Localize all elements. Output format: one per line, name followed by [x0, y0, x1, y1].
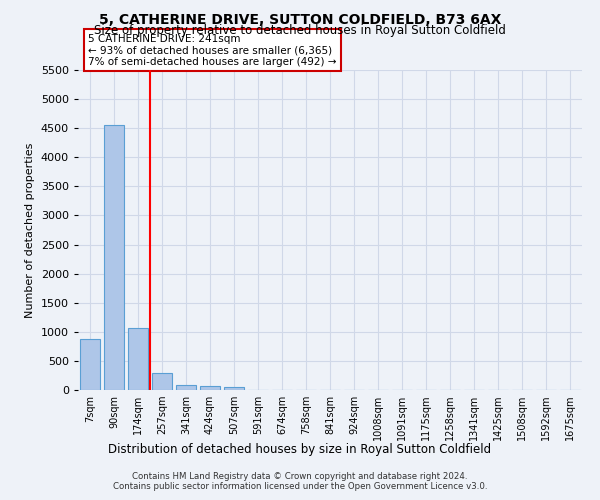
Bar — [152, 373, 172, 390]
Bar — [176, 386, 196, 390]
Text: Distribution of detached houses by size in Royal Sutton Coldfield: Distribution of detached houses by size … — [109, 442, 491, 456]
Bar — [104, 126, 124, 390]
Text: 5 CATHERINE DRIVE: 241sqm
← 93% of detached houses are smaller (6,365)
7% of sem: 5 CATHERINE DRIVE: 241sqm ← 93% of detac… — [88, 34, 337, 67]
Bar — [128, 328, 148, 390]
Text: 5, CATHERINE DRIVE, SUTTON COLDFIELD, B73 6AX: 5, CATHERINE DRIVE, SUTTON COLDFIELD, B7… — [99, 12, 501, 26]
Y-axis label: Number of detached properties: Number of detached properties — [25, 142, 35, 318]
Bar — [80, 339, 100, 390]
Bar — [200, 386, 220, 390]
Text: Size of property relative to detached houses in Royal Sutton Coldfield: Size of property relative to detached ho… — [94, 24, 506, 37]
Text: Contains HM Land Registry data © Crown copyright and database right 2024.: Contains HM Land Registry data © Crown c… — [132, 472, 468, 481]
Text: Contains public sector information licensed under the Open Government Licence v3: Contains public sector information licen… — [113, 482, 487, 491]
Bar — [224, 387, 244, 390]
